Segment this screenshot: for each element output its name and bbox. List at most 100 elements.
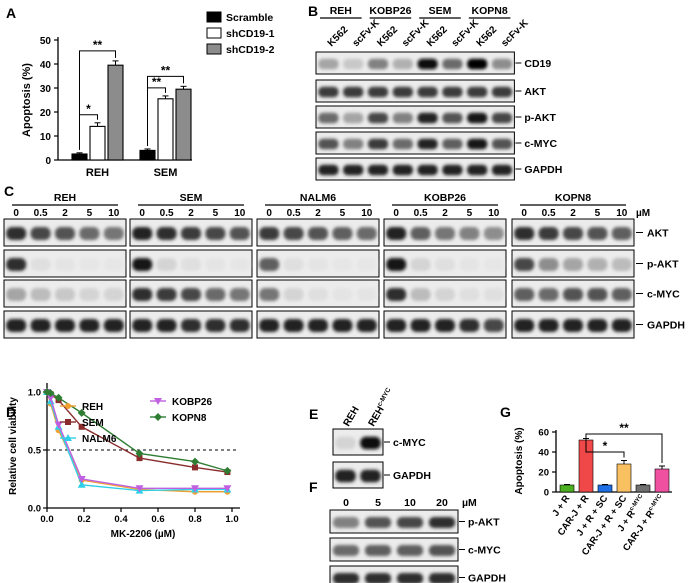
blot-kopn8-p-akt: [511, 249, 635, 278]
protein-label: c-MYC: [524, 138, 557, 150]
band: [491, 112, 513, 124]
dose-label: 10: [404, 497, 416, 509]
bar: [175, 88, 192, 161]
tick-label: 20: [40, 108, 52, 119]
cell-line-label: KOPN8: [555, 192, 591, 204]
band: [364, 544, 392, 557]
band: [156, 319, 177, 332]
marker: [154, 413, 162, 421]
blot-reh-gapdh: [3, 310, 127, 339]
marker: [65, 419, 71, 425]
band: [364, 516, 392, 529]
blot-p-akt-frame: [329, 509, 459, 534]
marker: [46, 394, 55, 402]
band: [396, 544, 424, 557]
band: [386, 227, 407, 240]
protein-label: c-MYC: [647, 289, 680, 301]
band: [417, 164, 438, 176]
dose-label: 2: [570, 208, 576, 219]
panel-d-y-label: Relative cell viability: [8, 397, 19, 495]
band: [442, 86, 463, 98]
protein-label: CD19: [524, 58, 551, 70]
band: [6, 227, 27, 240]
band: [428, 516, 456, 529]
blot-reh-c-myc: [3, 279, 127, 308]
blot-kopn8-c-myc: [511, 279, 635, 308]
band: [156, 258, 177, 271]
band: [360, 469, 381, 483]
x-tick-label: 0.6: [151, 514, 164, 525]
band: [417, 86, 438, 98]
panel-e-lane-labels: REH REHc-MYC: [342, 386, 393, 429]
band: [259, 258, 280, 271]
panel-a-bars: [71, 60, 192, 161]
band: [343, 138, 364, 150]
panel-f-blot-strips: p-AKT c-MYC GAPDH: [329, 509, 506, 583]
panel-a-y-ticks: 0 10 20 30 40 50: [40, 36, 58, 167]
panel-label-b: B: [308, 3, 318, 19]
band: [442, 138, 463, 150]
panel-f-headers: 0 5 10 20 µM: [343, 497, 477, 509]
band: [410, 258, 431, 271]
band: [491, 138, 513, 150]
dose-label: 0: [139, 208, 145, 219]
cell-line-label: SEM: [180, 192, 203, 204]
blot-kobp26-gapdh: [383, 310, 507, 339]
band: [364, 572, 392, 583]
bar: [559, 484, 575, 493]
tick-label: 0: [45, 156, 51, 167]
band: [417, 138, 438, 150]
band: [259, 227, 280, 240]
band: [79, 258, 100, 271]
marker: [223, 466, 232, 475]
panel-a-legend: Scramble shCD19-1 shCD19-2: [206, 11, 275, 56]
dose-label: 0.5: [414, 208, 428, 219]
cell-group-label: REH: [330, 5, 352, 17]
significance-label: **: [93, 38, 103, 52]
bar: [71, 153, 88, 161]
blot-gapdh: [315, 157, 515, 181]
band: [259, 319, 280, 332]
band: [318, 164, 339, 176]
x-tick-label: SEM: [154, 167, 178, 179]
panel-d-line-chart: Relative cell viability MK-2206 (µM) 0.0…: [8, 383, 240, 540]
x-tick-label: 0.4: [114, 514, 128, 525]
significance-label: *: [86, 102, 91, 116]
dose-label: 0: [266, 208, 272, 219]
band: [587, 288, 608, 301]
dose-label: 0.5: [160, 208, 174, 219]
cell-line-label: NALM6: [300, 192, 336, 204]
band: [538, 258, 559, 271]
band: [410, 227, 431, 240]
lane-label: scFv-K: [499, 17, 531, 49]
band: [30, 319, 51, 332]
band: [54, 227, 76, 240]
blot-c-myc-frame: [315, 131, 515, 155]
band: [318, 58, 339, 70]
lane-label: REH: [342, 405, 362, 429]
band: [54, 288, 76, 301]
cell-group-label: SEM: [429, 5, 452, 17]
dose-label: 0: [521, 208, 527, 219]
marker: [77, 476, 86, 483]
band: [335, 436, 356, 450]
band: [6, 288, 27, 301]
blot-kopn8-gapdh: [511, 310, 635, 339]
dose-label: 10: [488, 208, 500, 219]
band: [30, 288, 51, 301]
panel-c-protein-labels: AKT p-AKT c-MYC GAPDH: [636, 228, 685, 332]
band: [459, 258, 480, 271]
panel-label-c: C: [4, 183, 14, 199]
band: [205, 319, 226, 332]
band: [442, 58, 463, 70]
blot-c-myc-frame: [329, 537, 459, 562]
lane-label: K562: [326, 24, 351, 49]
blot-nalm6-akt: [256, 218, 380, 247]
panel-g-significance: ***: [585, 421, 663, 463]
band: [54, 319, 76, 332]
band: [132, 319, 153, 332]
tick-label: 10: [40, 132, 52, 143]
